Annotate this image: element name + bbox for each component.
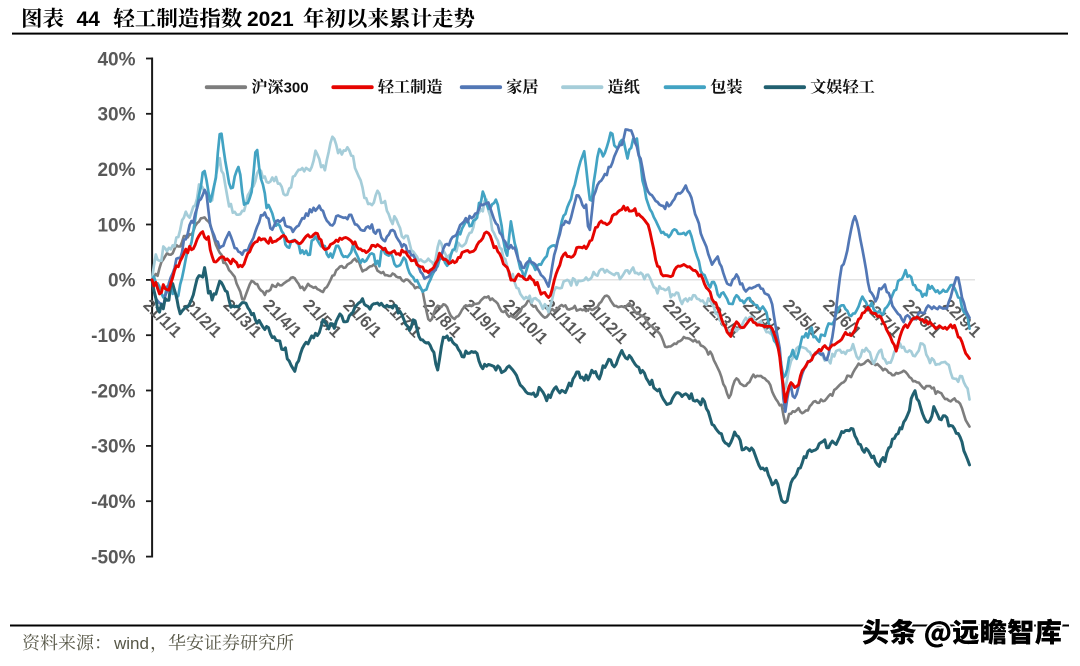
svg-text:21/8/1: 21/8/1 <box>419 296 464 341</box>
svg-text:40%: 40% <box>97 49 135 70</box>
svg-text:-50%: -50% <box>91 547 135 568</box>
svg-text:21/2/1: 21/2/1 <box>180 296 225 341</box>
svg-text:22/5/1: 22/5/1 <box>779 296 824 341</box>
svg-text:44: 44 <box>77 8 101 31</box>
svg-text:-40%: -40% <box>91 492 135 513</box>
svg-text:2021: 2021 <box>247 8 294 31</box>
svg-text:300: 300 <box>284 80 309 97</box>
svg-text:21/11/1: 21/11/1 <box>539 296 590 347</box>
svg-text:-10%: -10% <box>91 326 135 347</box>
svg-text:30%: 30% <box>97 105 135 126</box>
svg-text:-30%: -30% <box>91 437 135 458</box>
svg-text:wind: wind <box>113 634 149 653</box>
svg-text:-20%: -20% <box>91 381 135 402</box>
svg-text:10%: 10% <box>97 215 135 236</box>
svg-text:20%: 20% <box>97 160 135 181</box>
svg-text:0%: 0% <box>108 271 136 292</box>
svg-text:21/4/1: 21/4/1 <box>259 296 304 341</box>
